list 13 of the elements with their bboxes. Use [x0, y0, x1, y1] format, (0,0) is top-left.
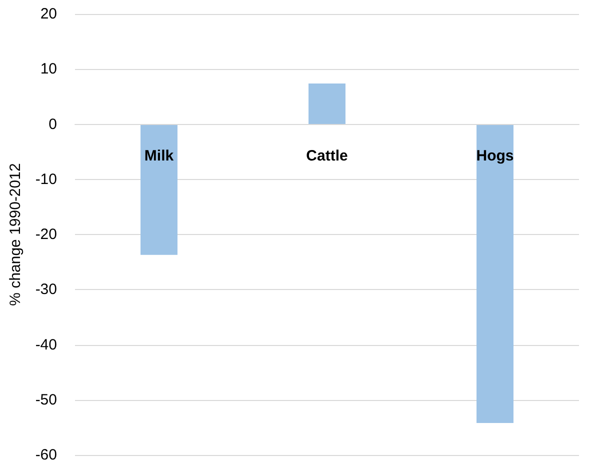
y-tick-label: 20	[40, 6, 57, 22]
y-tick-label: -20	[35, 226, 57, 243]
y-tick-label: -30	[35, 281, 57, 298]
x-tick-label: Cattle	[306, 147, 348, 164]
y-tick-label: 10	[40, 60, 57, 78]
y-tick-label: -60	[35, 446, 57, 464]
y-tick-label: -40	[35, 336, 57, 354]
y-axis-title: % change 1990-2012	[7, 163, 24, 306]
x-tick-label: Milk	[144, 147, 174, 164]
y-tick-label: 0	[48, 116, 57, 133]
y-tick-label: -10	[35, 170, 57, 188]
x-tick-label: Hogs	[476, 147, 514, 164]
y-tick-label: -50	[35, 391, 57, 408]
